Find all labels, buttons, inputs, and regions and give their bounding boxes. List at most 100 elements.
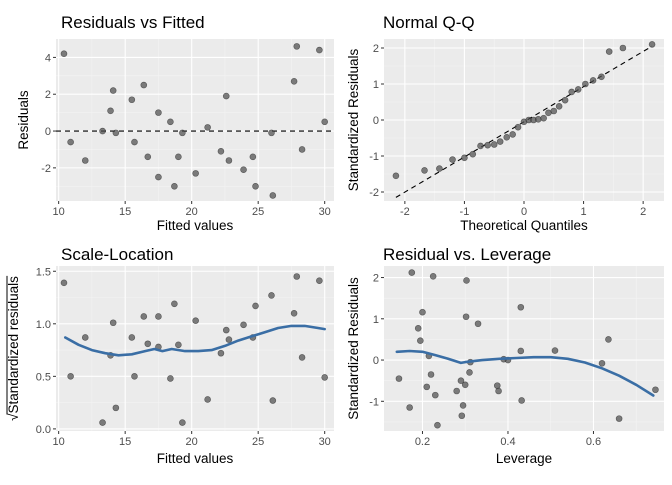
data-point: [252, 302, 259, 310]
data-point: [517, 347, 525, 355]
p4-panel-group: 0.2 0.4 0.6 -1 0 1 2 Residual vs. Leverage Lever…: [346, 245, 664, 466]
y-tick-label: 2: [45, 89, 51, 101]
data-point: [144, 153, 152, 161]
data-point: [269, 192, 277, 199]
y-axis-title: Residuals: [16, 90, 31, 150]
x-tick-label: -2: [400, 206, 410, 218]
data-point: [109, 319, 117, 327]
y-axis-title-text: Standardized residuals: [6, 276, 21, 414]
x-tick-label: 0.4: [500, 436, 515, 448]
data-point: [293, 43, 301, 50]
data-point: [568, 88, 575, 96]
data-point: [469, 150, 477, 158]
data-point: [484, 141, 491, 149]
data-point: [67, 373, 74, 380]
data-point: [496, 138, 504, 145]
data-point: [167, 118, 174, 126]
panel-background: [56, 39, 334, 201]
data-point: [225, 336, 233, 343]
y-tick-label: 1: [373, 314, 379, 326]
data-point: [605, 336, 612, 343]
data-point: [550, 107, 558, 115]
data-point: [427, 371, 435, 378]
data-point: [458, 412, 466, 420]
data-point: [290, 309, 298, 317]
p2-panel-group: -2 -1 0 1 2 -2 -1 0 1 2 Normal Q-Q Theoretical Quan…: [346, 13, 664, 233]
data-point: [461, 154, 468, 162]
data-point: [503, 133, 511, 141]
x-tick-label: 15: [119, 206, 131, 218]
x-tick-label: 20: [186, 206, 198, 218]
data-point: [474, 320, 482, 328]
x-tick-label: 20: [186, 436, 198, 448]
x-tick-label: 15: [119, 436, 131, 448]
data-point: [217, 147, 225, 155]
x-tick-label: 25: [252, 436, 264, 448]
data-point: [175, 153, 182, 161]
data-point: [155, 313, 162, 320]
panel-background: [384, 266, 664, 431]
y-tick-label: -1: [369, 396, 379, 408]
data-point: [204, 396, 211, 403]
y-tick-label: -1: [369, 151, 379, 163]
data-point: [175, 341, 182, 349]
y-tick-label: 2: [373, 43, 379, 55]
data-point: [514, 123, 522, 131]
data-point: [60, 279, 68, 287]
data-point: [436, 165, 443, 172]
data-point: [652, 386, 659, 394]
y-axis-title: √Standardized residuals: [6, 276, 21, 421]
data-point: [112, 129, 120, 137]
data-point: [406, 404, 413, 411]
data-point: [477, 142, 484, 150]
data-point: [459, 402, 467, 409]
data-point: [269, 397, 277, 404]
x-tick-label: 1: [581, 206, 587, 218]
data-point: [316, 46, 323, 54]
data-point: [290, 78, 298, 85]
data-point: [466, 369, 473, 376]
data-point: [240, 166, 247, 174]
y-tick-label: 0: [45, 126, 51, 138]
data-point: [561, 96, 569, 104]
x-axis-title: Fitted values: [157, 451, 234, 466]
data-point: [551, 347, 559, 354]
data-point: [240, 321, 247, 329]
data-point: [131, 138, 138, 146]
data-point: [225, 157, 233, 164]
smooth-trend-line: [64, 324, 326, 357]
x-axis-title: Fitted values: [157, 218, 234, 233]
data-point: [495, 387, 502, 395]
data-point: [204, 124, 211, 131]
data-point: [222, 326, 230, 334]
data-point: [463, 277, 470, 284]
data-point: [99, 127, 106, 135]
y-axis-title: Standardized Residuals: [346, 277, 361, 420]
data-point: [431, 391, 439, 399]
x-axis-title: Leverage: [496, 451, 552, 466]
sqrt-symbol: √: [6, 413, 21, 421]
data-point: [298, 354, 306, 361]
x-tick-label: 25: [252, 206, 264, 218]
data-point: [582, 80, 589, 88]
data-point: [128, 96, 136, 104]
data-point: [509, 131, 516, 138]
data-point: [457, 377, 465, 384]
data-point: [155, 173, 162, 181]
data-point: [128, 334, 136, 341]
x-tick-label: 10: [53, 436, 65, 448]
y-tick-label: 1: [373, 79, 379, 91]
data-point: [217, 349, 225, 357]
data-point: [429, 273, 437, 280]
y-tick-label: 0: [373, 115, 379, 127]
x-tick-label: 10: [53, 206, 65, 218]
data-point: [144, 340, 152, 348]
data-point: [167, 375, 174, 382]
data-point: [555, 103, 563, 110]
data-point: [316, 277, 323, 285]
data-point: [268, 129, 275, 137]
data-point: [534, 115, 542, 123]
data-point: [99, 419, 106, 426]
data-point: [192, 170, 199, 177]
